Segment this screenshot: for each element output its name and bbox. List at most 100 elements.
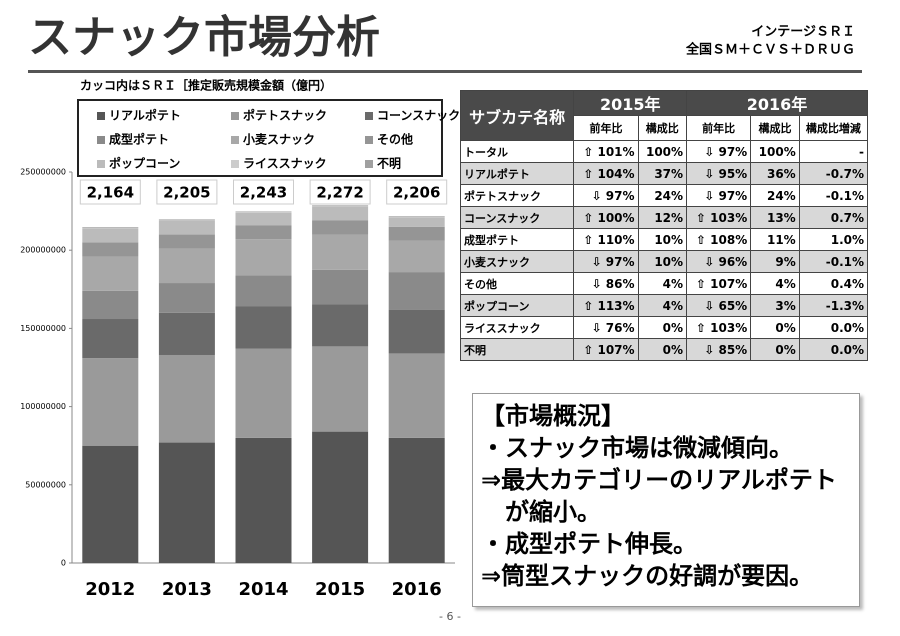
summary-line: ⇒筒型スナックの好調が要因。	[481, 562, 814, 590]
total-label-box	[233, 179, 294, 205]
legend-swatch	[97, 112, 105, 120]
bar-segment	[312, 220, 369, 235]
bar-segment	[158, 442, 215, 563]
legend-label: 小麦スナック	[243, 132, 315, 147]
table: サブカテ名称 2015年 2016年 前年比 構成比 前年比 構成比 構成比増減 トータ…	[459, 90, 869, 361]
table-cell: ポテトスナック	[459, 184, 575, 207]
bar-segment	[235, 348, 292, 438]
table-row: その他 ⇩ 86% 4% ⇧ 107% 4% 0.4%	[459, 272, 869, 295]
y-tick-label: 50000000	[25, 480, 66, 489]
legend-swatch	[365, 160, 373, 168]
legend-swatch	[231, 112, 239, 120]
table-cell: -1.3%	[798, 294, 869, 317]
table-cell: ⇩ 85%	[686, 338, 752, 361]
table-cell: 100%	[750, 140, 800, 163]
legend-swatch	[97, 136, 105, 144]
total-label-box	[156, 179, 218, 205]
table-cell: 36%	[750, 162, 800, 185]
table-cell: その他	[459, 272, 575, 295]
table-cell: 0.0%	[798, 338, 869, 361]
bar-segment	[388, 309, 445, 354]
table-cell: ⇩ 65%	[686, 294, 752, 317]
bar-segment	[388, 217, 445, 227]
bar-segment	[388, 272, 445, 310]
table-row: ポップコーン ⇧ 113% 4% ⇩ 65% 3% -1.3%	[459, 294, 869, 317]
table-cell: 0%	[637, 338, 688, 361]
summary-box: 【市場概況】 ・スナック市場は微減傾向。 ⇒最大カテゴリーのリアルポテト が縮小。・…	[472, 393, 860, 607]
bar-segment	[235, 306, 292, 349]
table-cell: 11%	[750, 228, 800, 251]
x-tick-label: 2013	[162, 579, 212, 600]
legend-label: ポテトスナック	[243, 108, 327, 123]
bar-segment	[388, 353, 445, 438]
table-cell: ⇩ 95%	[686, 162, 752, 185]
bar-segment	[235, 239, 292, 276]
total-label-box	[309, 179, 371, 205]
table-cell: ⇧ 104%	[573, 162, 639, 185]
bar-segment	[158, 283, 215, 313]
table-cell: ⇩ 76%	[573, 316, 639, 339]
bar-segment	[158, 312, 215, 355]
table-cell: -0.7%	[798, 162, 869, 185]
legend-swatch	[97, 160, 105, 168]
table-cell: ⇩ 96%	[686, 250, 752, 273]
header-cell: 前年比	[573, 115, 639, 141]
table-cell: 4%	[637, 272, 688, 295]
header-cell: 構成比	[637, 115, 688, 141]
bar-segment	[235, 211, 292, 213]
table-cell: ⇧ 107%	[686, 272, 752, 295]
bar-segment	[158, 248, 215, 284]
bar-segment	[82, 445, 139, 563]
bar-segment	[82, 242, 139, 257]
table-row: 成型ポテト ⇧ 110% 10% ⇧ 108% 11% 1.0%	[459, 228, 869, 251]
table-row: トータル ⇧ 101% 100% ⇩ 97% 100% -	[459, 140, 869, 163]
x-tick-label: 2016	[392, 579, 442, 600]
table-cell: 4%	[750, 272, 800, 295]
bar-segment	[312, 206, 369, 221]
bar-segment	[82, 290, 139, 320]
total-label-box	[79, 179, 141, 205]
total-label: 2,164	[87, 184, 134, 202]
summary-line: ・スナック市場は微減傾向。	[481, 434, 793, 462]
title-rule	[28, 70, 862, 73]
scope: 全国ＳＭ＋ＣＶＳ＋ＤＲＵＧ	[685, 42, 855, 58]
bar-segment	[82, 228, 139, 243]
source: インテージＳＲＩ	[751, 25, 855, 40]
table-cell: コーンスナック	[459, 206, 575, 229]
bar-segment	[312, 234, 369, 270]
bar-segment	[388, 240, 445, 273]
table-cell: -0.1%	[798, 184, 869, 207]
legend-label: 成型ポテト	[109, 132, 169, 147]
header-cell: 前年比	[686, 115, 752, 141]
table-cell: 37%	[637, 162, 688, 185]
table-cell: 4%	[637, 294, 688, 317]
bar-segment	[235, 437, 292, 563]
table-cell: 24%	[750, 184, 800, 207]
table-cell: 0%	[750, 316, 800, 339]
table-cell: 1.0%	[798, 228, 869, 251]
legend-label: 不明	[377, 157, 401, 171]
total-label-box	[386, 179, 448, 205]
summary-line: が縮小。	[481, 498, 601, 526]
bar-segment	[158, 220, 215, 235]
table-cell: 0.4%	[798, 272, 869, 295]
bar-segment	[158, 354, 215, 443]
table-cell: 小麦スナック	[459, 250, 575, 273]
y-tick-label: 250000000	[20, 168, 66, 177]
bar-segment	[312, 269, 369, 305]
table-cell: ⇧ 100%	[573, 206, 639, 229]
y-tick-label: 150000000	[20, 324, 66, 333]
bar-segment	[82, 256, 139, 291]
table-cell: 10%	[637, 250, 688, 273]
legend-box	[77, 99, 443, 177]
legend-swatch	[365, 136, 373, 144]
legend-label: リアルポテト	[109, 108, 181, 123]
bar-segment	[82, 227, 139, 229]
legend-label: ポップコーン	[109, 156, 180, 171]
bar-segment	[158, 219, 215, 221]
total-label: 2,205	[163, 184, 210, 202]
table-cell: 100%	[637, 140, 688, 163]
table-cell: 9%	[750, 250, 800, 273]
table-cell: 24%	[637, 184, 688, 207]
